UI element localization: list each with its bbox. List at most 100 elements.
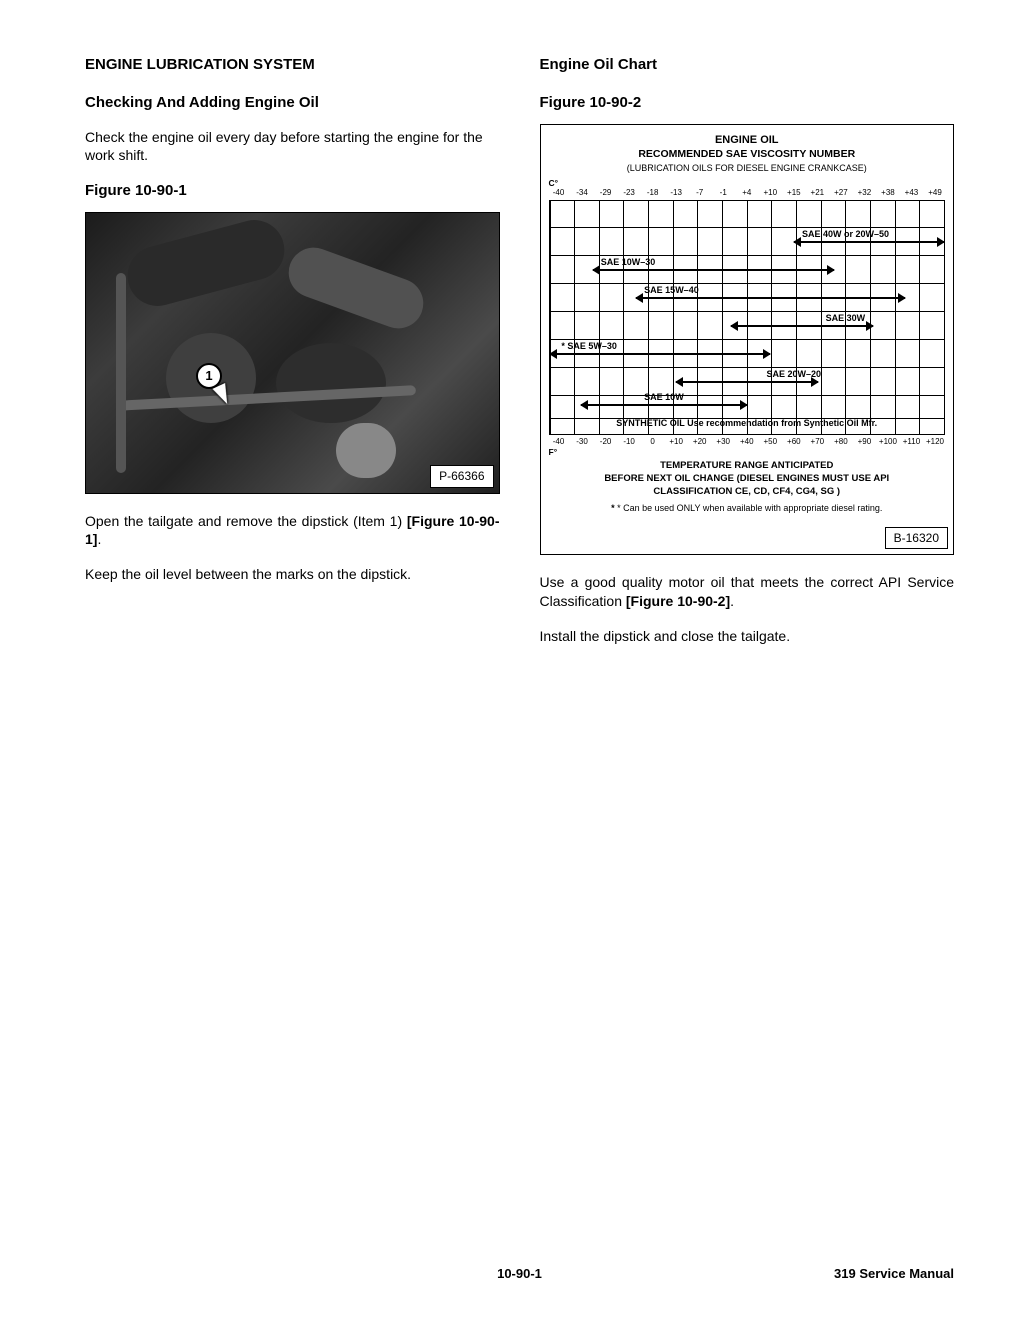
oil-range-label: SAE 15W–40 <box>644 284 699 296</box>
gridline-horizontal <box>550 395 945 396</box>
paragraph: Keep the oil level between the marks on … <box>85 565 500 584</box>
tick: +10 <box>666 437 686 448</box>
tick: +21 <box>807 188 827 199</box>
subsection-heading: Checking And Adding Engine Oil <box>85 93 500 113</box>
tick: +43 <box>901 188 921 199</box>
oil-range-bar <box>550 353 771 355</box>
oil-chart-container: ENGINE OIL RECOMMENDED SAE VISCOSITY NUM… <box>540 124 955 555</box>
text: Open the tailgate and remove the dipstic… <box>85 513 407 529</box>
section-heading: ENGINE LUBRICATION SYSTEM <box>85 55 500 75</box>
text: Use a good quality motor oil that meets … <box>540 574 955 609</box>
figure-label: Figure 10-90-1 <box>85 181 500 201</box>
page-footer: 10-90-1 319 Service Manual <box>85 1265 954 1283</box>
tick: +27 <box>831 188 851 199</box>
gridline-vertical <box>771 201 772 434</box>
engine-photo: 1 <box>86 213 499 493</box>
figure-ref: [Figure 10-90-2] <box>626 593 730 609</box>
tick: +70 <box>807 437 827 448</box>
tick: -34 <box>572 188 592 199</box>
oil-range-label: * SAE 5W–30 <box>561 340 617 352</box>
chart-title: ENGINE OIL <box>547 133 948 148</box>
section-heading: Engine Oil Chart <box>540 55 955 75</box>
footer-page-number: 10-90-1 <box>497 1265 542 1283</box>
gridline-vertical <box>550 201 551 434</box>
callout-bubble-1: 1 <box>196 363 222 389</box>
tick: -30 <box>572 437 592 448</box>
content-columns: ENGINE LUBRICATION SYSTEM Checking And A… <box>85 55 954 662</box>
tick: +20 <box>690 437 710 448</box>
tick: +110 <box>901 437 921 448</box>
tick: +38 <box>878 188 898 199</box>
unit-fahrenheit: F° <box>549 447 558 458</box>
gridline-horizontal <box>550 311 945 312</box>
fahrenheit-ticks: -40-30-20-100+10+20+30+40+50+60+70+80+90… <box>547 437 948 448</box>
oil-range-label: SAE 10W <box>644 391 684 403</box>
paragraph: Check the engine oil every day before st… <box>85 128 500 166</box>
tick: -29 <box>596 188 616 199</box>
tick: +80 <box>831 437 851 448</box>
foot-line: TEMPERATURE RANGE ANTICIPATED <box>547 460 948 473</box>
tick: -40 <box>549 188 569 199</box>
paragraph: Use a good quality motor oil that meets … <box>540 573 955 611</box>
oil-range-bar <box>581 404 747 406</box>
tick: -1 <box>713 188 733 199</box>
photo-id-label: P-66366 <box>430 465 493 487</box>
tick: +15 <box>784 188 804 199</box>
tick: -20 <box>596 437 616 448</box>
tick: +10 <box>760 188 780 199</box>
chart-id-label: B-16320 <box>885 527 948 549</box>
chart-subtitle2: (LUBRICATION OILS FOR DIESEL ENGINE CRAN… <box>547 162 948 174</box>
gridline-vertical <box>919 201 920 434</box>
synthetic-oil-label: SYNTHETIC OIL Use recommendation from Sy… <box>550 417 945 429</box>
tick: +40 <box>737 437 757 448</box>
oil-range-bar <box>794 241 944 243</box>
right-column: Engine Oil Chart Figure 10-90-2 ENGINE O… <box>540 55 955 662</box>
gridline-vertical <box>722 201 723 434</box>
tick: +60 <box>784 437 804 448</box>
gridline-vertical <box>574 201 575 434</box>
tick: -18 <box>643 188 663 199</box>
oil-range-bar <box>636 297 904 299</box>
oil-range-bar <box>731 325 873 327</box>
oil-range-label: SAE 20W–20 <box>766 368 821 380</box>
text: . <box>97 531 101 547</box>
paragraph: Open the tailgate and remove the dipstic… <box>85 512 500 550</box>
gridline-horizontal <box>550 367 945 368</box>
left-column: ENGINE LUBRICATION SYSTEM Checking And A… <box>85 55 500 662</box>
oil-range-label: SAE 30W <box>826 312 866 324</box>
tick: +100 <box>878 437 898 448</box>
gridline-vertical <box>895 201 896 434</box>
tick: -7 <box>690 188 710 199</box>
paragraph: Install the dipstick and close the tailg… <box>540 627 955 646</box>
oil-range-label: SAE 10W–30 <box>601 256 656 268</box>
tick: +30 <box>713 437 733 448</box>
gridline-vertical <box>599 201 600 434</box>
oil-range-bar <box>676 381 818 383</box>
celsius-ticks: -40-34 -29-23 -18-13 -7-1 +4+10 +15+21 +27+32 +… <box>547 178 948 199</box>
tick: +4 <box>737 188 757 199</box>
foot-line: BEFORE NEXT OIL CHANGE (DIESEL ENGINES M… <box>547 473 948 486</box>
oil-range-bar <box>593 269 834 271</box>
foot-line: CLASSIFICATION CE, CD, CF4, CG4, SG ) <box>547 486 948 499</box>
chart-footer: TEMPERATURE RANGE ANTICIPATED BEFORE NEX… <box>547 460 948 498</box>
figure-label: Figure 10-90-2 <box>540 93 955 113</box>
gridline-horizontal <box>550 283 945 284</box>
tick: 0 <box>643 437 663 448</box>
text: . <box>730 593 734 609</box>
oil-range-label: SAE 40W or 20W–50 <box>802 228 889 240</box>
footer-right: 319 Service Manual <box>834 1265 954 1283</box>
tick: +32 <box>854 188 874 199</box>
tick: +90 <box>854 437 874 448</box>
tick: +50 <box>760 437 780 448</box>
gridline-vertical <box>623 201 624 434</box>
chart-subtitle: RECOMMENDED SAE VISCOSITY NUMBER <box>547 147 948 161</box>
tick: +120 <box>925 437 945 448</box>
tick: -10 <box>619 437 639 448</box>
tick: -23 <box>619 188 639 199</box>
tick: -13 <box>666 188 686 199</box>
chart-footnote: * * Can be used ONLY when available with… <box>547 502 948 514</box>
tick: +49 <box>925 188 945 199</box>
gridline-vertical <box>697 201 698 434</box>
callout-number: 1 <box>205 367 212 385</box>
chart-grid: SAE 40W or 20W–50 SAE 10W–30 SAE 15W–40 SAE… <box>549 200 946 435</box>
